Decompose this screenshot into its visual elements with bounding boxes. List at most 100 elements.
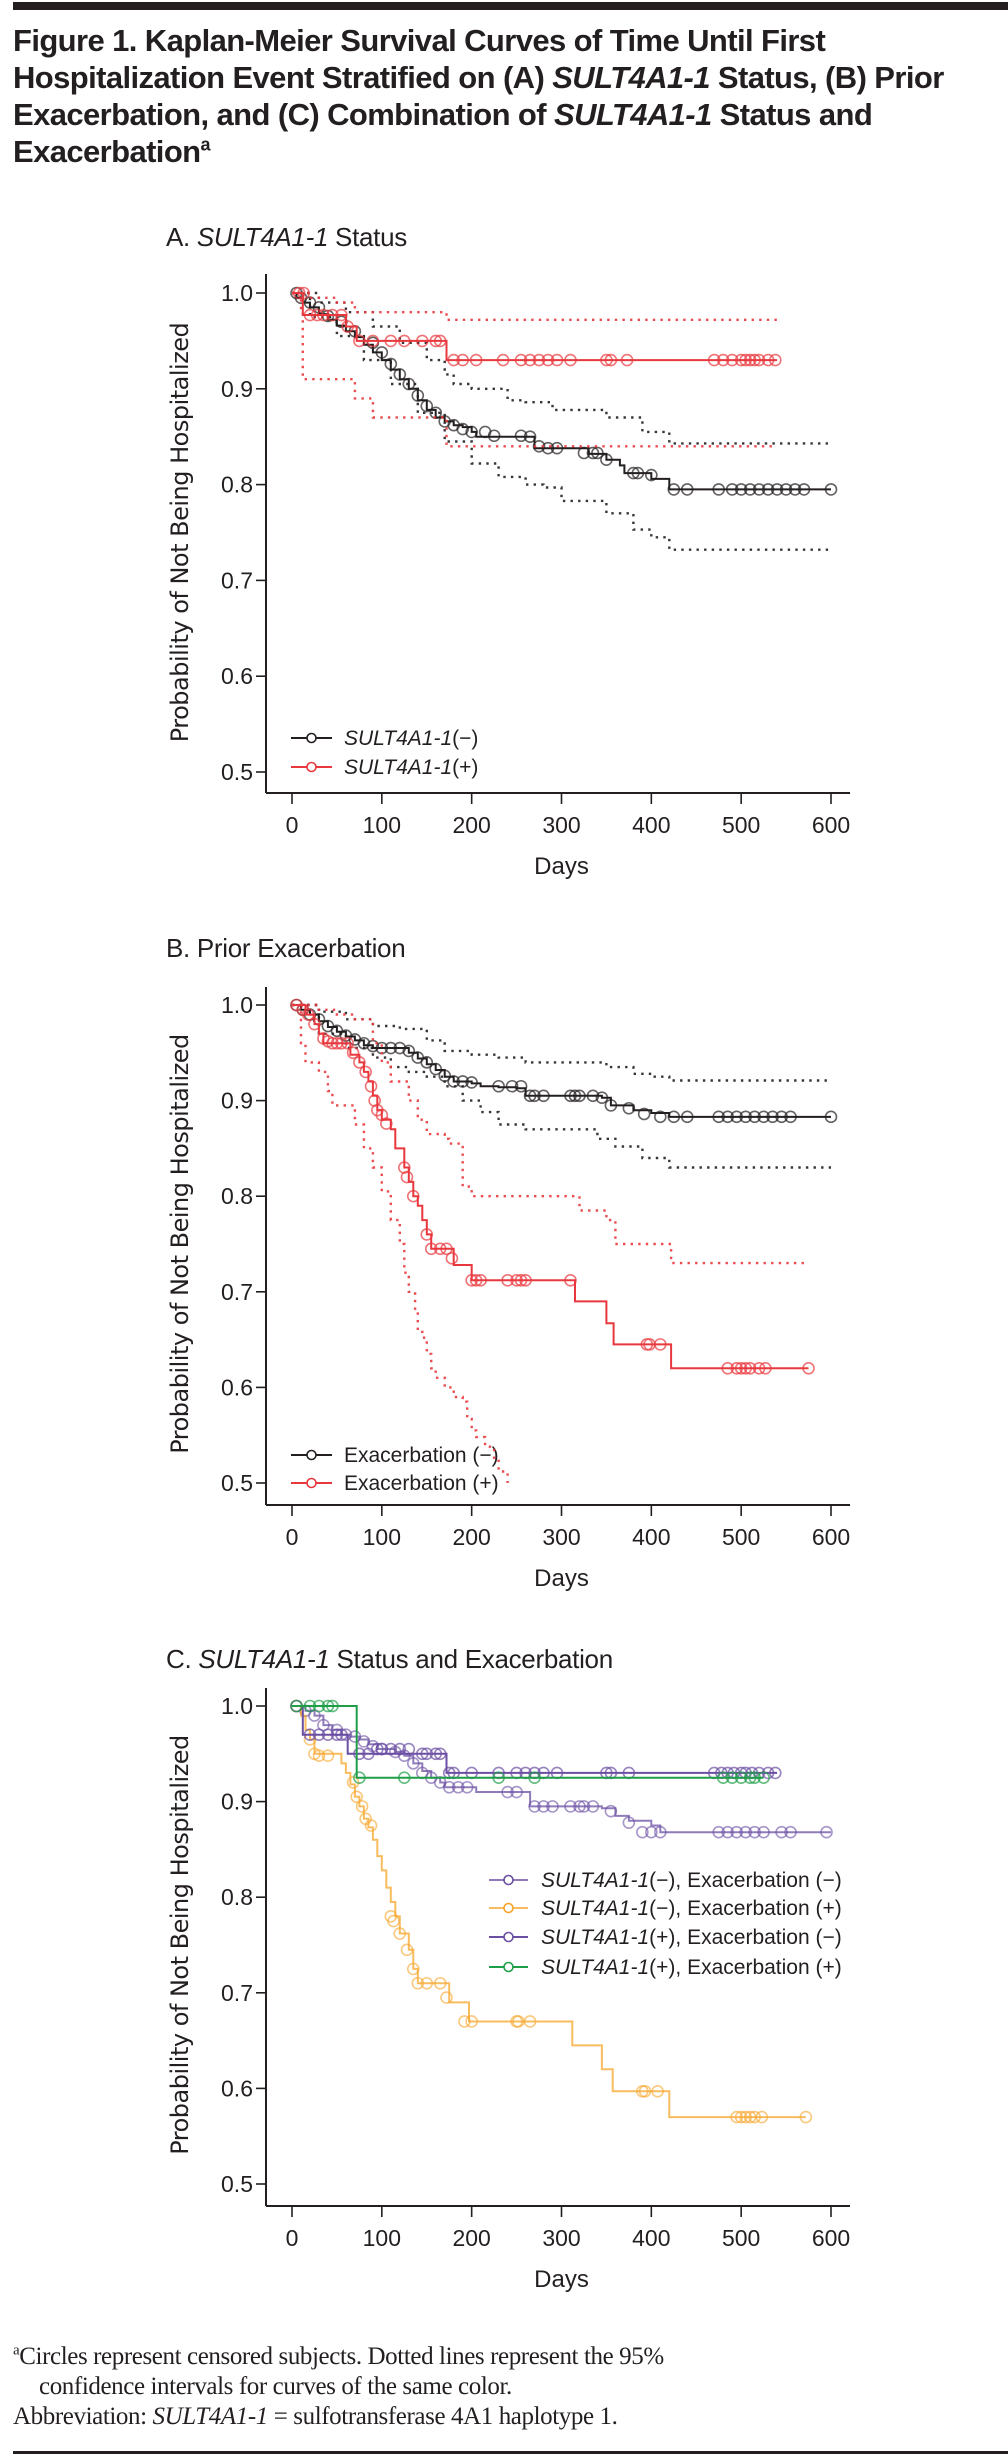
legend-label-gene: SULT4A1-1	[541, 1869, 649, 1892]
abbreviation-term: SULT4A1-1	[152, 2403, 269, 2430]
legend-marker	[503, 1961, 514, 1973]
censor-mark	[350, 1790, 363, 1804]
censor-mark	[532, 439, 546, 453]
title-part: Status, (B) Prior Exacerbation, and (C) …	[13, 60, 944, 132]
censor-mark	[433, 1747, 447, 1761]
series-2	[290, 1699, 813, 2124]
bottom-rule	[13, 2451, 1008, 2454]
censor-mark	[725, 353, 739, 367]
footnote-marker: a	[13, 2342, 20, 2359]
y-tick-label: 0.7	[221, 1279, 253, 1305]
censor-mark	[402, 377, 416, 391]
legend-label-suffix: Exacerbation (−)	[344, 1444, 499, 1467]
panel-b-title-suffix: Prior Exacerbation	[196, 933, 406, 963]
censor-mark	[739, 1361, 752, 1375]
censor-mark	[541, 441, 555, 455]
censor-mark	[366, 1039, 380, 1053]
censor-mark	[346, 1046, 360, 1060]
censor-mark	[734, 483, 748, 496]
x-tick-label: 400	[632, 812, 670, 838]
ci-upper-line	[292, 1003, 831, 1082]
legend-item-2: SULT4A1-1(+)	[291, 756, 478, 779]
y-tick-label: 0.6	[221, 2075, 253, 2101]
panel-a-title-suffix: Status	[328, 222, 407, 252]
censor-mark	[743, 1361, 757, 1375]
censor-mark	[487, 429, 501, 443]
censor-mark	[564, 1274, 577, 1287]
survival-curve	[292, 1004, 809, 1370]
censor-mark	[591, 446, 604, 460]
censor-mark	[528, 1771, 541, 1784]
censor-mark	[400, 1943, 414, 1957]
legend-label-suffix: (+)	[452, 756, 478, 779]
y-tick-label: 1.0	[221, 1693, 253, 1719]
censor-mark	[645, 1825, 658, 1839]
censor-mark	[321, 1749, 335, 1763]
censor-mark	[721, 1361, 734, 1375]
censor-mark	[312, 1749, 326, 1763]
legend-label: SULT4A1-1(−)	[344, 727, 478, 750]
censor-mark	[784, 1110, 797, 1124]
censor-mark	[779, 483, 793, 496]
title-gene-italic: SULT4A1-1	[554, 97, 712, 132]
y-tick-label: 0.8	[221, 1183, 253, 1209]
abbreviation-line: Abbreviation: SULT4A1-1 = sulfotransfera…	[13, 2403, 618, 2431]
censor-mark	[514, 1274, 528, 1287]
y-tick-label: 0.6	[221, 1374, 253, 1400]
censor-mark	[442, 1780, 456, 1794]
censor-mark	[824, 483, 838, 496]
censor-mark	[357, 1036, 371, 1050]
censor-mark	[384, 1041, 398, 1055]
censor-mark	[775, 1110, 788, 1124]
panel-c-title-prefix: C.	[166, 1644, 199, 1674]
censor-mark	[397, 1771, 411, 1784]
censor-mark	[290, 1699, 303, 1713]
censor-mark	[310, 308, 324, 322]
censor-mark	[595, 1091, 609, 1105]
censor-mark	[748, 2110, 761, 2124]
legend-label-suffix: (+), Exacerbation (+)	[649, 1956, 842, 1979]
legend-label-gene: SULT4A1-1	[344, 727, 452, 750]
censor-mark	[465, 2015, 478, 2028]
censor-mark	[667, 1110, 681, 1124]
censor-mark	[734, 353, 748, 367]
censor-mark	[730, 1825, 743, 1839]
censor-mark	[359, 1065, 372, 1079]
censor-mark	[622, 1101, 636, 1115]
censor-mark	[335, 1728, 348, 1741]
legend-label-suffix: (−), Exacerbation (−)	[649, 1869, 842, 1892]
censor-mark	[440, 1991, 453, 2004]
censor-mark	[636, 1825, 649, 1839]
footnote-text: Circles represent censored subjects. Dot…	[19, 2343, 664, 2370]
y-tick-label: 1.0	[221, 992, 253, 1018]
censor-mark	[384, 357, 398, 371]
censor-mark	[514, 429, 528, 443]
censor-mark	[523, 430, 537, 444]
censor-mark	[752, 1361, 766, 1375]
censor-mark	[748, 1771, 761, 1784]
censor-mark	[501, 1785, 514, 1799]
censor-mark	[577, 1800, 591, 1813]
panel-c-title-italic: SULT4A1-1	[198, 1644, 330, 1674]
censor-mark	[447, 1075, 461, 1088]
censor-mark	[627, 466, 640, 480]
censor-mark	[523, 2015, 537, 2028]
legend-label-suffix: (−)	[452, 727, 478, 750]
censor-mark	[330, 1728, 344, 1741]
x-tick-label: 400	[632, 1524, 670, 1550]
x-tick-label: 500	[722, 1524, 760, 1550]
censor-mark	[748, 1110, 761, 1124]
panel-b-title-prefix: B.	[166, 933, 197, 963]
censor-mark	[600, 353, 613, 367]
legend-label: SULT4A1-1(+), Exacerbation (−)	[541, 1926, 842, 1949]
censor-mark	[312, 1728, 326, 1741]
series-2	[292, 286, 782, 448]
censor-mark	[420, 1747, 434, 1761]
y-tick-label: 0.5	[221, 2171, 253, 2197]
legend-label: SULT4A1-1(+), Exacerbation (+)	[541, 1956, 842, 1979]
legend-label-gene: SULT4A1-1	[541, 1897, 649, 1920]
abbreviation-label: Abbreviation:	[13, 2403, 153, 2430]
footnote-text: confidence intervals for curves of the s…	[39, 2373, 512, 2400]
legend-label-gene: SULT4A1-1	[541, 1956, 649, 1979]
